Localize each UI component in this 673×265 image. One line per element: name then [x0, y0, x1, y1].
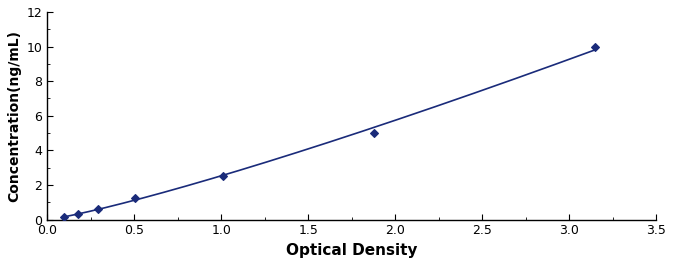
X-axis label: Optical Density: Optical Density: [286, 243, 417, 258]
Y-axis label: Concentration(ng/mL): Concentration(ng/mL): [7, 30, 21, 202]
